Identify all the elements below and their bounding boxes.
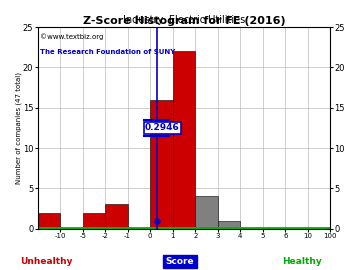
Text: Healthy: Healthy (283, 257, 322, 266)
Text: Industry: Electric Utilities: Industry: Electric Utilities (123, 15, 245, 25)
Bar (82, 212, 105, 229)
Bar (218, 221, 240, 229)
Text: ©www.textbiz.org: ©www.textbiz.org (40, 33, 104, 40)
Text: 0.2946: 0.2946 (145, 123, 180, 132)
Text: Unhealthy: Unhealthy (21, 257, 73, 266)
Bar (150, 100, 173, 229)
Y-axis label: Number of companies (47 total): Number of companies (47 total) (15, 72, 22, 184)
Bar (173, 51, 195, 229)
Bar (105, 204, 128, 229)
Text: Score: Score (166, 257, 194, 266)
Title: Z-Score Histogram for FE (2016): Z-Score Histogram for FE (2016) (83, 16, 285, 26)
Bar (195, 196, 218, 229)
Text: The Research Foundation of SUNY: The Research Foundation of SUNY (40, 49, 176, 55)
Bar (37, 212, 60, 229)
